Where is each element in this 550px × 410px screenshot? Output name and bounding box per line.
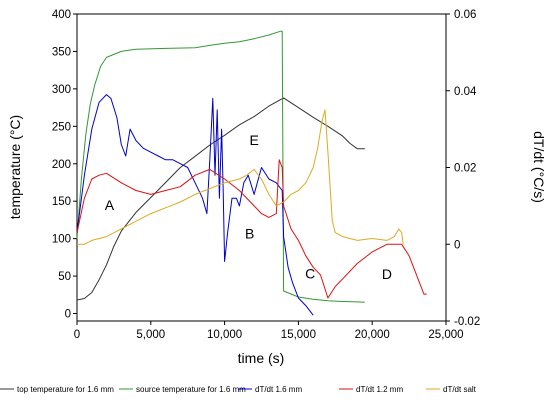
legend-label: dT/dt salt [443,385,477,394]
y-right-tick-label: 0.06 [454,9,476,21]
series-layer [76,30,427,316]
series-line-1 [76,97,365,301]
y-right-tick-label: 0.02 [454,163,476,175]
annotation-b: B [245,226,254,242]
y-axis-right-title: dT/dt (°C/s) [531,131,547,203]
legend-label: top temperature for 1.6 mm [17,385,114,394]
x-tick-label: 10,000 [207,329,242,341]
y-right-tick-label: 0.04 [454,86,477,98]
legend: top temperature for 1.6 mm source tempera… [0,385,477,394]
x-tick-label: 25,000 [428,329,463,341]
series-line-4 [76,159,427,299]
series-line-3 [76,94,314,316]
y-left-tick-label: 200 [52,159,71,171]
legend-label: dT/dt 1.2 mm [356,385,403,394]
x-tick-label: 15,000 [281,329,316,341]
annotations-layer: A B C D E [105,132,392,282]
series-line-2 [76,30,365,303]
y-right-tick-label: 0 [454,239,460,251]
series-line-5 [77,109,404,245]
legend-label: source temperature for 1.6 mm [136,385,246,394]
x-tick-label: 20,000 [355,329,390,341]
annotation-d: D [382,266,392,282]
y-left-tick-label: 50 [58,271,71,283]
y-left-tick-label: 100 [52,234,71,246]
y-right-tick-label: -0.02 [454,316,480,328]
y-left-tick-label: 400 [52,9,71,21]
legend-label: dT/dt 1.6 mm [255,385,302,394]
annotation-a: A [105,197,115,213]
y-left-tick-label: 250 [52,121,71,133]
annotation-c: C [305,265,315,281]
x-tick-label: 0 [74,329,80,341]
y-left-tick-label: 350 [52,46,71,58]
y-axis-left-title: temperature (°C) [7,115,23,219]
y-left-tick-label: 300 [52,84,71,96]
y-left-tick-label: 0 [65,309,71,321]
x-axis-title: time (s) [238,350,285,366]
annotation-e: E [249,132,258,148]
x-tick-label: 5,000 [136,329,165,341]
y-left-tick-label: 150 [52,196,71,208]
ticks-layer: 0 5,000 10,000 15,000 20,000 25,000 0 50 100 150 2… [52,9,480,341]
